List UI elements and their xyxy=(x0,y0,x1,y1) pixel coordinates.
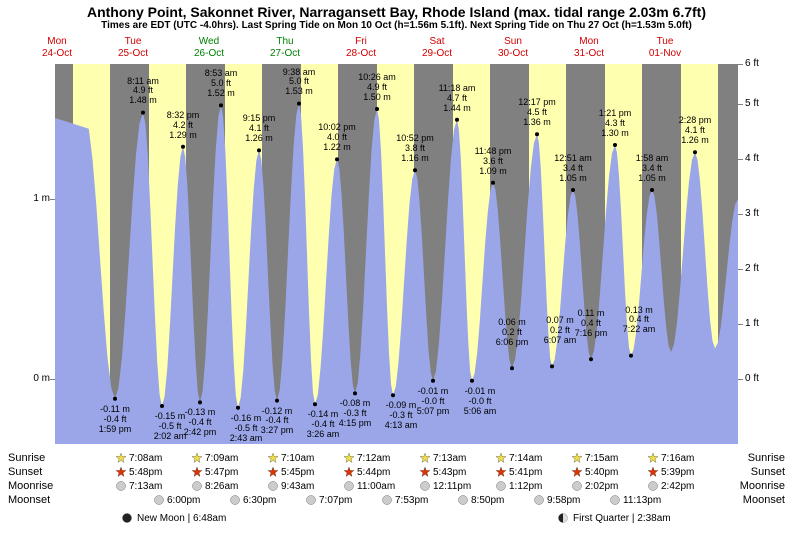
moonrise-time: 2:42pm xyxy=(647,480,694,492)
sunset-time: 5:39pm xyxy=(647,466,694,478)
right-tick: 6 ft xyxy=(745,58,759,69)
date-label: Tue25-Oct xyxy=(113,36,153,60)
moonset-label-right: Moonset xyxy=(743,494,785,506)
moonrise-time: 7:13am xyxy=(115,480,162,492)
chart-subtitle: Times are EDT (UTC -4.0hrs). Last Spring… xyxy=(0,20,793,33)
sunset-time: 5:47pm xyxy=(191,466,238,478)
high-tide-label: 9:38 am5.0 ft1.53 m xyxy=(274,68,324,98)
right-tick: 3 ft xyxy=(745,208,759,219)
sunset-label-left: Sunset xyxy=(8,466,42,478)
date-label: Sun30-Oct xyxy=(493,36,533,60)
moonrise-label-left: Moonrise xyxy=(8,480,53,492)
tide-chart-container: Anthony Point, Sakonnet River, Narragans… xyxy=(0,0,793,539)
date-label: Sat29-Oct xyxy=(417,36,457,60)
high-tide-label: 8:53 am5.0 ft1.52 m xyxy=(196,69,246,99)
moonrise-label-right: Moonrise xyxy=(740,480,785,492)
high-tide-label: 1:21 pm4.3 ft1.30 m xyxy=(590,109,640,139)
high-tide-label: 11:48 pm3.6 ft1.09 m xyxy=(468,147,518,177)
sunrise-time: 7:09am xyxy=(191,452,238,464)
high-tide-label: 12:17 pm4.5 ft1.36 m xyxy=(512,98,562,128)
high-tide-label: 10:52 pm3.8 ft1.16 m xyxy=(390,134,440,164)
date-label: Fri28-Oct xyxy=(341,36,381,60)
high-tide-label: 12:51 am3.4 ft1.05 m xyxy=(548,154,598,184)
chart-title: Anthony Point, Sakonnet River, Narragans… xyxy=(0,0,793,20)
low-tide-label: 0.13 m0.4 ft7:22 am xyxy=(614,306,664,336)
sunset-time: 5:41pm xyxy=(495,466,542,478)
moonset-time: 6:00pm xyxy=(153,494,200,506)
right-tick: 1 ft xyxy=(745,318,759,329)
low-tide-label: 0.06 m0.2 ft6:06 pm xyxy=(487,318,537,348)
sunrise-time: 7:12am xyxy=(343,452,390,464)
high-tide-label: 8:11 am4.9 ft1.48 m xyxy=(118,77,168,107)
sunset-time: 5:48pm xyxy=(115,466,162,478)
sunset-time: 5:45pm xyxy=(267,466,314,478)
moon-phase-first-quarter: First Quarter | 2:38am xyxy=(557,512,671,524)
sunset-label-right: Sunset xyxy=(751,466,785,478)
sunset-time: 5:40pm xyxy=(571,466,618,478)
moonrise-time: 8:26am xyxy=(191,480,238,492)
date-label: Mon24-Oct xyxy=(37,36,77,60)
low-tide-label: -0.11 m-0.4 ft1:59 pm xyxy=(90,405,140,435)
moonset-time: 6:30pm xyxy=(229,494,276,506)
date-label: Tue01-Nov xyxy=(645,36,685,60)
sunrise-time: 7:13am xyxy=(419,452,466,464)
high-tide-label: 2:28 pm4.1 ft1.26 m xyxy=(670,116,720,146)
moonset-time: 8:50pm xyxy=(457,494,504,506)
moon-phase-new: New Moon | 6:48am xyxy=(121,512,226,524)
low-tide-label: -0.01 m-0.0 ft5:07 pm xyxy=(408,387,458,417)
moonrise-time: 11:00am xyxy=(343,480,395,492)
moonrise-time: 12:11pm xyxy=(419,480,471,492)
high-tide-label: 11:18 am4.7 ft1.44 m xyxy=(432,84,482,114)
right-tick: 5 ft xyxy=(745,98,759,109)
sunrise-label-left: Sunrise xyxy=(8,452,45,464)
moonset-time: 7:53pm xyxy=(381,494,428,506)
moonset-label-left: Moonset xyxy=(8,494,50,506)
high-tide-label: 8:32 pm4.2 ft1.29 m xyxy=(158,111,208,141)
moonset-time: 11:13pm xyxy=(609,494,661,506)
moonrise-time: 1:12pm xyxy=(495,480,542,492)
sunrise-label-right: Sunrise xyxy=(748,452,785,464)
left-tick: 1 m xyxy=(0,193,50,204)
low-tide-label: -0.12 m-0.4 ft3:27 pm xyxy=(252,407,302,437)
right-tick: 4 ft xyxy=(745,153,759,164)
sunrise-time: 7:10am xyxy=(267,452,314,464)
moonrise-time: 9:43am xyxy=(267,480,314,492)
sunrise-time: 7:08am xyxy=(115,452,162,464)
sunrise-time: 7:16am xyxy=(647,452,694,464)
high-tide-label: 1:58 am3.4 ft1.05 m xyxy=(627,154,677,184)
date-label: Wed26-Oct xyxy=(189,36,229,60)
low-tide-label: -0.08 m-0.3 ft4:15 pm xyxy=(330,399,380,429)
sunset-time: 5:44pm xyxy=(343,466,390,478)
sunrise-time: 7:15am xyxy=(571,452,618,464)
low-tide-label: -0.01 m-0.0 ft5:06 am xyxy=(455,387,505,417)
date-label: Thu27-Oct xyxy=(265,36,305,60)
right-tick: 0 ft xyxy=(745,373,759,384)
sunset-time: 5:43pm xyxy=(419,466,466,478)
high-tide-label: 10:26 am4.9 ft1.50 m xyxy=(352,73,402,103)
low-tide-label: 0.11 m0.4 ft7:16 pm xyxy=(566,309,616,339)
moonset-time: 9:58pm xyxy=(533,494,580,506)
moonrise-time: 2:02pm xyxy=(571,480,618,492)
high-tide-label: 9:15 pm4.1 ft1.26 m xyxy=(234,114,284,144)
left-tick: 0 m xyxy=(0,373,50,384)
moonset-time: 7:07pm xyxy=(305,494,352,506)
sunrise-time: 7:14am xyxy=(495,452,542,464)
right-tick: 2 ft xyxy=(745,263,759,274)
date-label: Mon31-Oct xyxy=(569,36,609,60)
high-tide-label: 10:02 pm4.0 ft1.22 m xyxy=(312,123,362,153)
low-tide-label: -0.13 m-0.4 ft2:42 pm xyxy=(175,408,225,438)
